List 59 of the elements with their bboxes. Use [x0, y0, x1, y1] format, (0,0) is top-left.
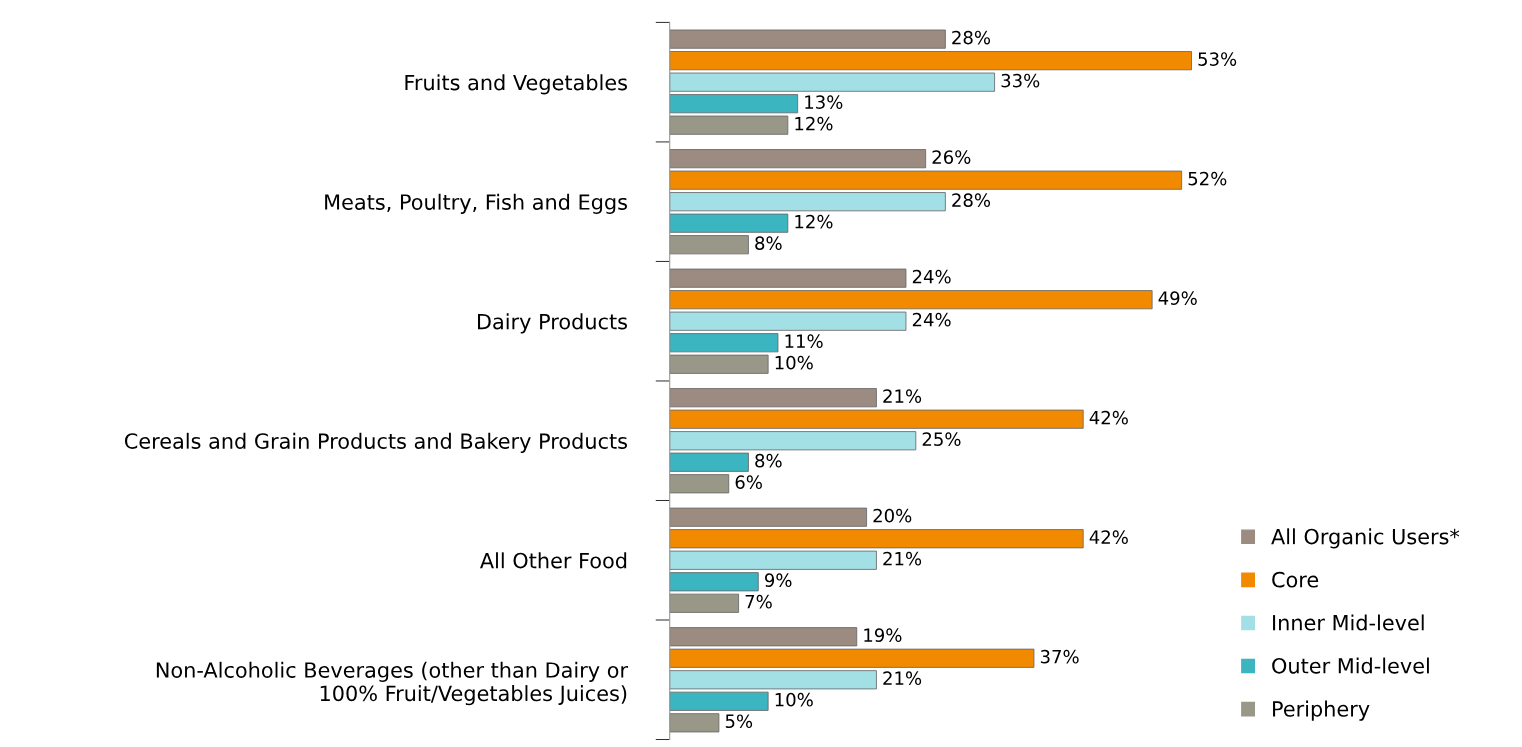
bar [669, 713, 720, 733]
bar [669, 409, 1084, 429]
legend-label: Outer Mid-level [1272, 657, 1429, 674]
bar [669, 192, 946, 212]
y-tick-label: All Other Food [480, 552, 627, 569]
bar [669, 213, 789, 233]
legend-label: All Organic Users* [1271, 528, 1460, 549]
data-label: 10% [775, 355, 813, 370]
y-tick-label: Meats, Poultry, Fish and Eggs [325, 193, 627, 214]
data-label: 21% [883, 551, 922, 566]
data-label: 52% [1188, 171, 1227, 186]
bar [669, 507, 868, 527]
data-label: 13% [805, 95, 843, 109]
y-tick-label: Dairy Products [478, 313, 627, 334]
data-label: 20% [873, 508, 912, 523]
data-label: 42% [1089, 410, 1128, 425]
data-label: 28% [952, 30, 991, 45]
data-label: 8% [755, 453, 782, 468]
data-label: 8% [755, 236, 782, 250]
bar [669, 474, 730, 494]
bar [669, 149, 927, 169]
data-label: 9% [764, 573, 792, 587]
bar [669, 311, 907, 331]
bar [669, 29, 946, 49]
data-label: 5% [725, 714, 753, 729]
data-label: 19% [864, 628, 902, 642]
data-label: 26% [932, 150, 971, 164]
bar [669, 51, 1192, 71]
y-tick-label: Fruits and Vegetables [405, 74, 627, 95]
legend-label: Core [1272, 571, 1319, 588]
data-label: 49% [1158, 291, 1197, 305]
y-tick-label: Non-Alcoholic Beverages (other than Dairy or 100% Fruit/Vegetables Juices) [156, 661, 629, 706]
bar [669, 94, 799, 114]
data-label: 6% [735, 475, 762, 489]
legend-label: Periphery [1273, 700, 1370, 721]
data-label: 12% [795, 116, 833, 131]
data-label: 21% [883, 671, 922, 686]
data-label: 7% [745, 594, 772, 609]
bar [669, 268, 907, 288]
bar [669, 170, 1183, 190]
data-label: 11% [785, 334, 823, 348]
data-label: 53% [1198, 52, 1237, 66]
data-label: 25% [922, 432, 961, 446]
data-label: 21% [883, 389, 922, 403]
data-label: 37% [1040, 649, 1079, 664]
bar [669, 388, 877, 408]
data-label: 28% [952, 193, 991, 207]
data-label: 33% [1001, 73, 1040, 88]
legend-label: Inner Mid-level [1273, 614, 1424, 631]
data-label: 42% [1089, 530, 1128, 544]
bar [669, 72, 996, 92]
y-tick-label: Cereals and Grain Products and Bakery Products [124, 432, 627, 453]
bar [669, 290, 1153, 310]
data-label: 24% [912, 269, 951, 284]
data-label: 10% [775, 692, 813, 707]
data-label: 12% [795, 214, 833, 229]
data-label: 24% [912, 312, 951, 327]
bar [669, 115, 789, 135]
bar [669, 235, 749, 255]
